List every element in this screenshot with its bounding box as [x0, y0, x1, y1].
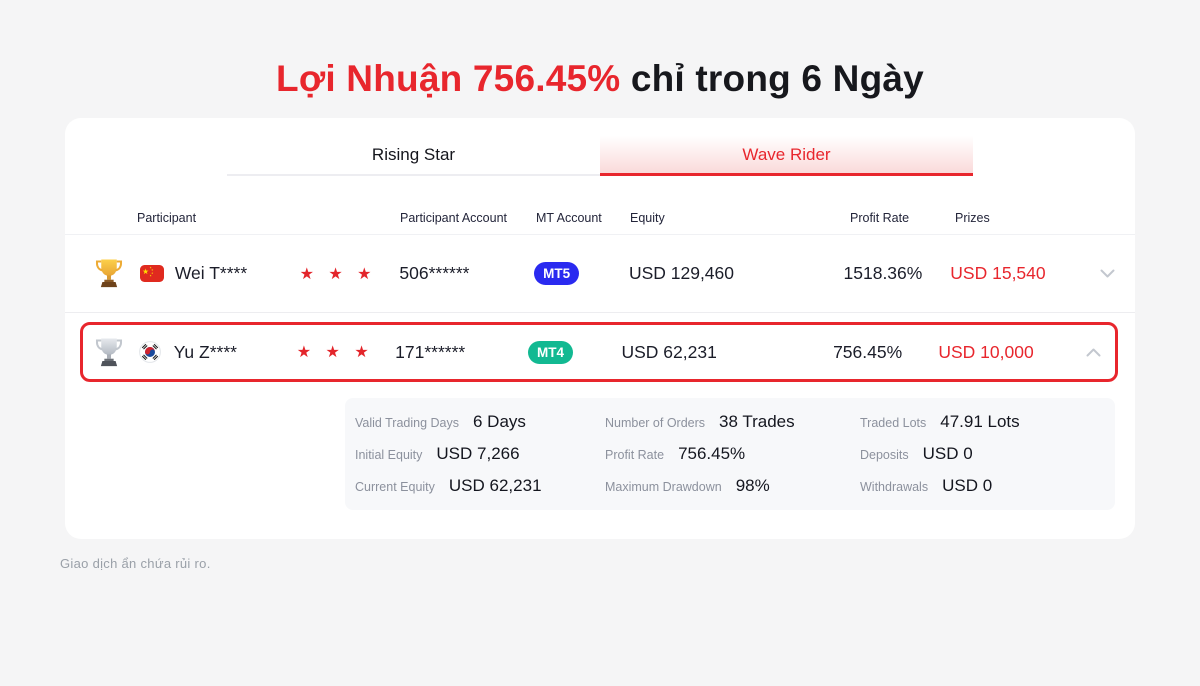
participant-name: Yu Z**** — [173, 341, 237, 362]
mt-platform-badge: MT5 — [534, 262, 580, 285]
detail-label: Deposits — [860, 448, 909, 462]
prize-value: USD 10,000 — [938, 341, 1034, 362]
header-mt-account: MT Account — [536, 211, 602, 225]
page-title-rest: chỉ trong 6 Ngày — [620, 58, 924, 99]
gold-trophy-icon — [95, 258, 140, 289]
detail-label: Withdrawals — [860, 480, 929, 494]
detail-value: USD 0 — [942, 476, 993, 495]
silver-trophy-icon — [95, 337, 139, 368]
detail-withdrawals: Withdrawals USD 0 — [860, 476, 1115, 496]
tab-bar: Rising Star Wave Rider — [227, 118, 973, 176]
detail-value: 47.91 Lots — [940, 412, 1020, 431]
tab-rising-star[interactable]: Rising Star — [227, 136, 600, 176]
header-equity: Equity — [630, 211, 665, 225]
detail-maximum-drawdown: Maximum Drawdown 98% — [605, 476, 860, 496]
profit-rate-value: 756.45% — [833, 341, 903, 362]
detail-initial-equity: Initial Equity USD 7,266 — [355, 444, 605, 464]
equity-value: USD 62,231 — [621, 341, 717, 362]
table-row[interactable]: Wei T**** ★ ★ ★ 506****** MT5 USD 129,46… — [65, 235, 1135, 313]
table-header-row: Participant Participant Account MT Accou… — [65, 209, 1135, 235]
detail-value: 98% — [735, 476, 770, 495]
south-korea-flag-icon — [139, 341, 173, 363]
rating-stars: ★ ★ ★ — [296, 344, 374, 361]
participant-account: 506****** — [399, 263, 470, 283]
highlighted-row-border: Yu Z**** ★ ★ ★ 171****** MT4 USD 62,231 … — [80, 322, 1118, 382]
detail-label: Traded Lots — [860, 416, 927, 430]
profit-rate-value: 1518.36% — [843, 263, 923, 283]
detail-profit-rate: Profit Rate 756.45% — [605, 444, 860, 464]
detail-traded-lots: Traded Lots 47.91 Lots — [860, 412, 1115, 432]
detail-number-of-orders: Number of Orders 38 Trades — [605, 412, 860, 432]
mt-platform-badge: MT4 — [528, 340, 573, 364]
detail-label: Initial Equity — [355, 448, 423, 462]
leaderboard-card: Rising Star Wave Rider Participant Parti… — [65, 118, 1135, 539]
detail-valid-trading-days: Valid Trading Days 6 Days — [355, 412, 605, 432]
row-detail-panel: Valid Trading Days 6 Days Initial Equity… — [345, 398, 1115, 510]
table-row[interactable]: Yu Z**** ★ ★ ★ 171****** MT4 USD 62,231 … — [83, 325, 1115, 379]
detail-value: 38 Trades — [719, 412, 795, 431]
rating-stars: ★ ★ ★ — [299, 265, 377, 283]
china-flag-icon — [139, 265, 175, 282]
detail-label: Maximum Drawdown — [605, 480, 722, 494]
header-profit-rate: Profit Rate — [850, 211, 910, 225]
header-participant-account: Participant Account — [400, 211, 508, 225]
detail-deposits: Deposits USD 0 — [860, 444, 1115, 464]
equity-value: USD 129,460 — [628, 263, 735, 283]
page-title-highlight: Lợi Nhuận 756.45% — [276, 58, 621, 99]
detail-value: 756.45% — [678, 444, 746, 463]
detail-label: Current Equity — [355, 480, 435, 494]
tab-wave-rider[interactable]: Wave Rider — [600, 136, 973, 176]
detail-label: Profit Rate — [605, 448, 665, 462]
detail-current-equity: Current Equity USD 62,231 — [355, 476, 605, 496]
detail-value: USD 62,231 — [448, 476, 542, 495]
chevron-up-icon[interactable] — [1086, 348, 1101, 357]
detail-value: USD 0 — [922, 444, 973, 463]
chevron-down-icon[interactable] — [1100, 269, 1115, 278]
detail-label: Number of Orders — [605, 416, 706, 430]
participant-name: Wei T**** — [174, 263, 248, 283]
page-title: Lợi Nhuận 756.45% chỉ trong 6 Ngày — [0, 58, 1200, 100]
risk-disclaimer: Giao dịch ẩn chứa rủi ro. — [60, 556, 211, 571]
detail-label: Valid Trading Days — [355, 416, 459, 430]
detail-value: 6 Days — [473, 412, 526, 431]
detail-value: USD 7,266 — [436, 444, 520, 463]
header-participant: Participant — [137, 211, 197, 225]
participant-account: 171****** — [395, 341, 466, 362]
prize-value: USD 15,540 — [950, 263, 1046, 283]
header-prizes: Prizes — [955, 211, 990, 225]
